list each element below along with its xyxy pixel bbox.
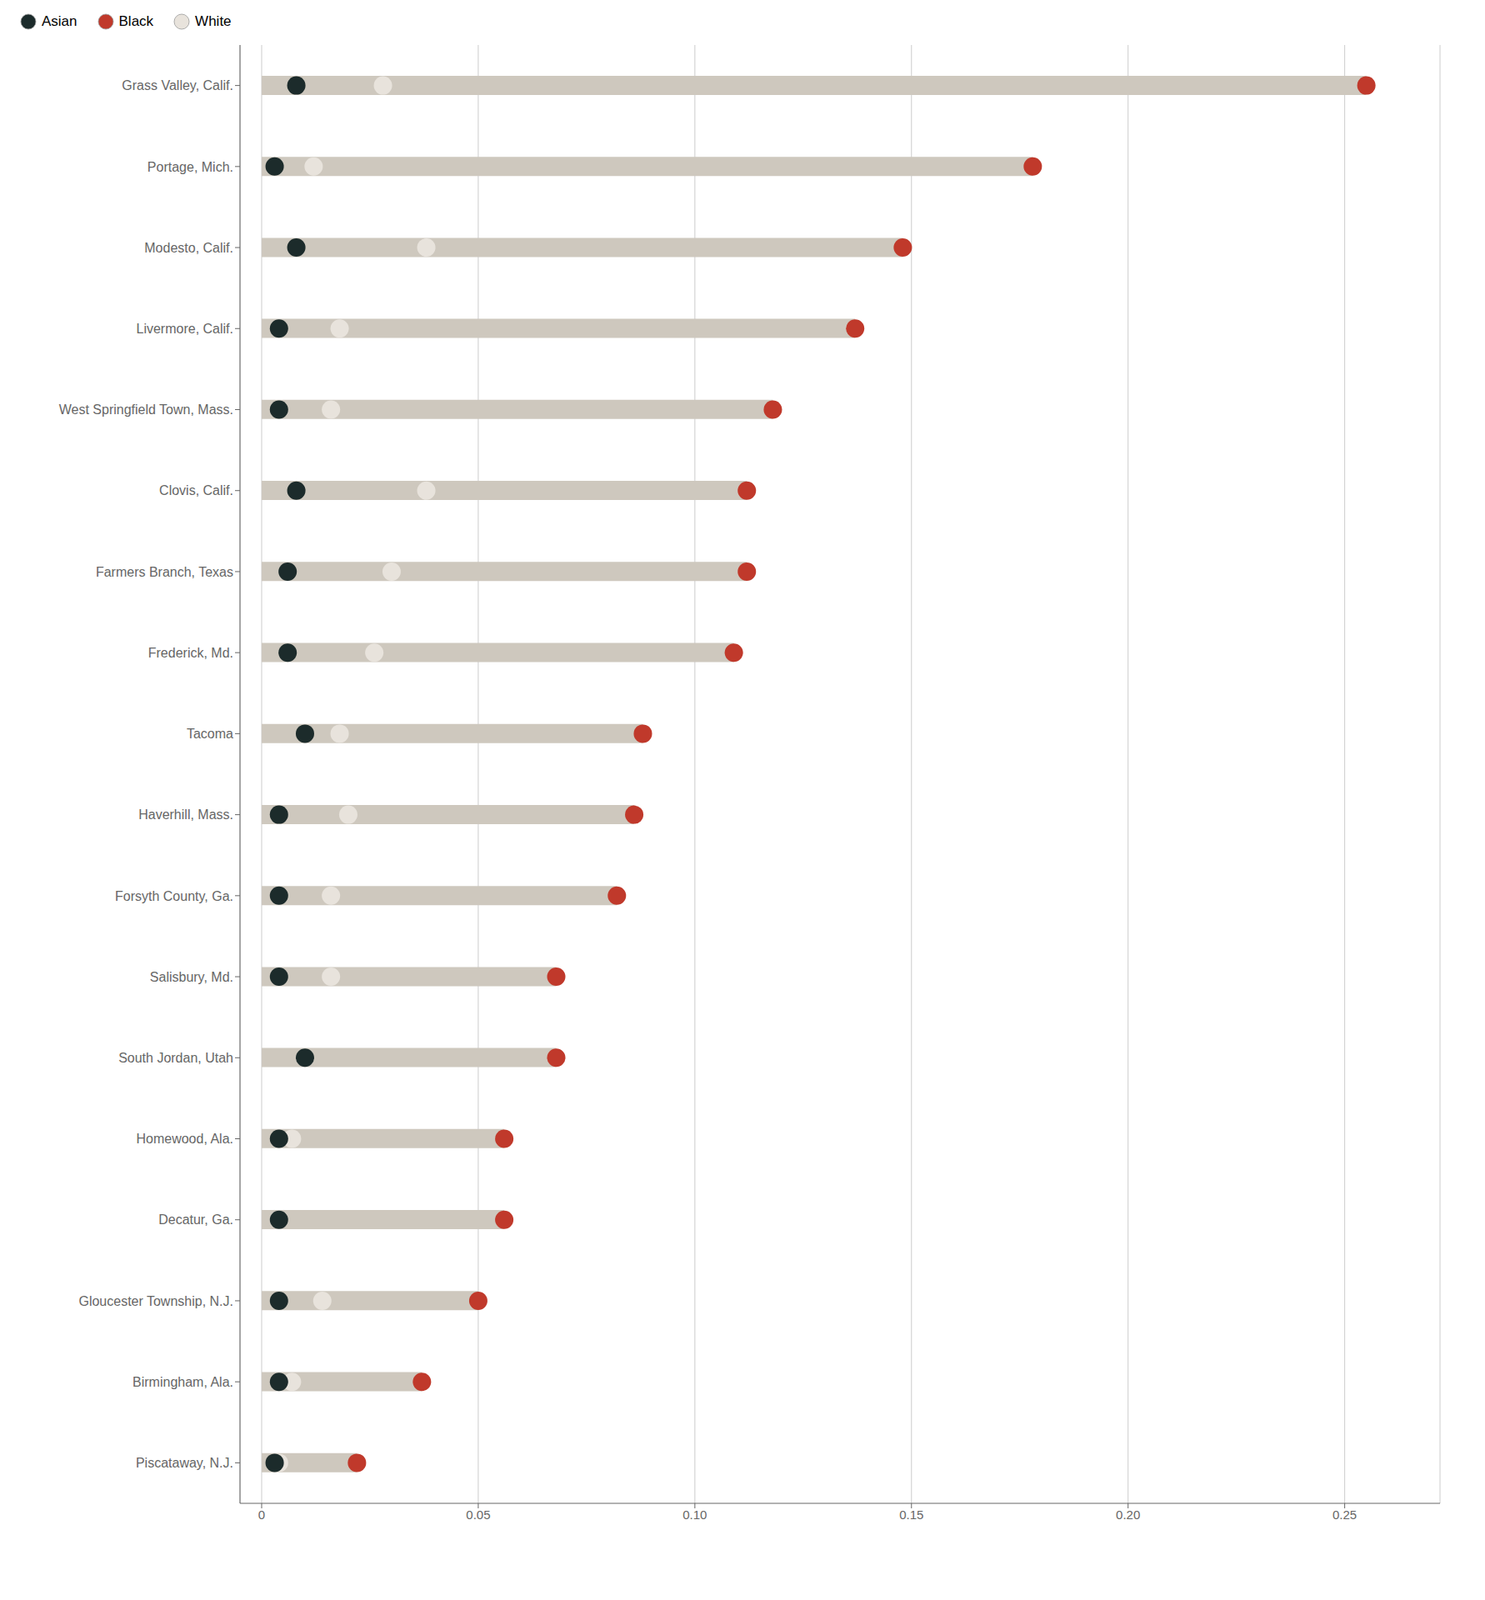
html-text:Black: Black: [118, 13, 154, 30]
svg-text:0: 0: [258, 1507, 265, 1522]
svg-text:Piscataway, N.J.: Piscataway, N.J.: [135, 1455, 234, 1470]
svg-text:Decatur, Ga.: Decatur, Ga.: [158, 1212, 234, 1227]
svg-text:Gloucester Township, N.J.: Gloucester Township, N.J.: [78, 1294, 234, 1309]
svg-text:Tacoma: Tacoma: [186, 726, 234, 741]
svg-text:Livermore, Calif.: Livermore, Calif.: [136, 321, 234, 336]
svg-text:South Jordan, Utah: South Jordan, Utah: [118, 1050, 234, 1065]
svg-text:Grass Valley, Calif.: Grass Valley, Calif.: [121, 78, 234, 93]
svg-text:0.20: 0.20: [1115, 1507, 1140, 1522]
svg-text:Farmers Branch, Texas: Farmers Branch, Texas: [95, 565, 234, 580]
svg-text:Clovis, Calif.: Clovis, Calif.: [159, 483, 234, 498]
html-text:White: White: [195, 13, 232, 30]
svg-text:Portage, Mich.: Portage, Mich.: [147, 160, 234, 175]
html-text:Asian: Asian: [41, 13, 78, 30]
svg-text:0.25: 0.25: [1332, 1507, 1357, 1522]
svg-text:West Springfield Town, Mass.: West Springfield Town, Mass.: [59, 402, 234, 417]
svg-text:0.15: 0.15: [899, 1507, 924, 1522]
svg-text:Forsyth County, Ga.: Forsyth County, Ga.: [115, 889, 234, 904]
svg-text:Frederick, Md.: Frederick, Md.: [148, 645, 234, 660]
svg-text:Birmingham, Ala.: Birmingham, Ala.: [132, 1375, 234, 1390]
svg-text:Haverhill, Mass.: Haverhill, Mass.: [138, 807, 234, 822]
svg-text:0.05: 0.05: [465, 1507, 490, 1522]
svg-text:Salisbury, Md.: Salisbury, Md.: [150, 970, 234, 985]
svg-text:Homewood, Ala.: Homewood, Ala.: [135, 1131, 234, 1146]
svg-text:Modesto, Calif.: Modesto, Calif.: [144, 240, 234, 255]
svg-text:0.10: 0.10: [682, 1507, 707, 1522]
